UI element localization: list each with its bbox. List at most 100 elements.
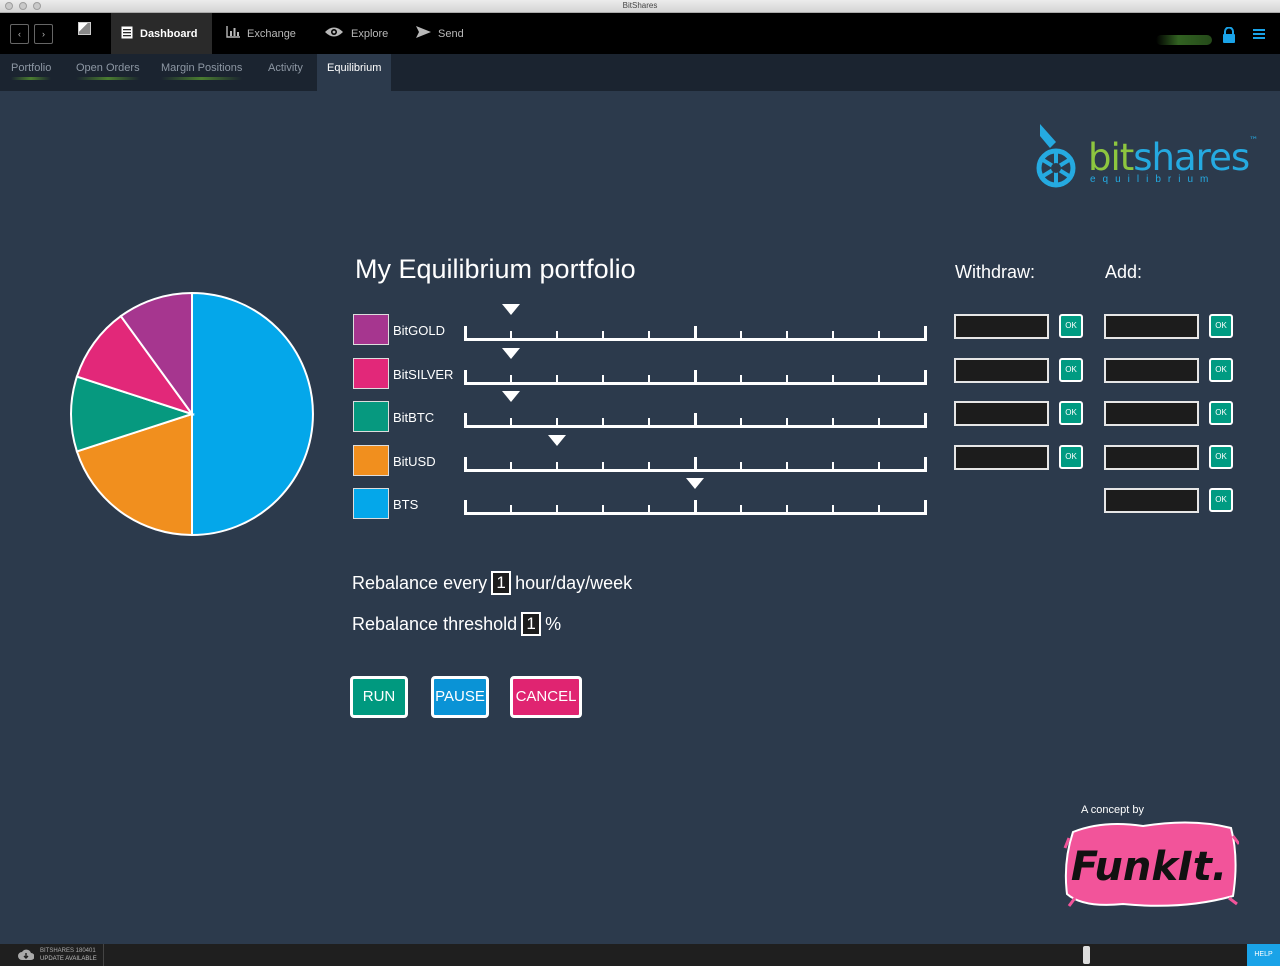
zoom-window-button[interactable] [33,2,41,10]
page-title: My Equilibrium portfolio [355,254,636,284]
allocation-slider[interactable] [464,348,928,385]
pause-button[interactable]: PAUSE [431,676,489,718]
nav-tab-label: Exchange [247,27,296,40]
slider-tick [602,462,604,472]
withdraw-amount-input[interactable] [954,445,1049,470]
pie-slice-bitsilver [75,314,195,416]
slider-tick [832,462,834,472]
slider-tick [602,505,604,515]
svg-text:FunkIt.: FunkIt. [1071,844,1227,890]
lock-icon[interactable] [1222,26,1236,43]
logo-subtitle: equilibrium [1090,174,1216,185]
slider-thumb[interactable] [686,478,704,489]
update-notice[interactable]: BITSHARES 180401 UPDATE AVAILABLE [0,944,104,966]
slider-tick [832,375,834,385]
back-button[interactable]: ‹ [10,24,29,44]
asset-color-swatch [353,358,389,389]
slider-tick [602,418,604,428]
run-button[interactable]: RUN [350,676,408,718]
withdraw-amount-input[interactable] [954,358,1049,383]
activity-indicator [161,77,243,80]
slider-tick [878,462,880,472]
withdraw-amount-input[interactable] [954,314,1049,339]
subtab-equilibrium[interactable]: Equilibrium [317,54,391,91]
hamburger-menu-icon[interactable] [1253,29,1265,39]
rebalance-threshold-label: Rebalance threshold [352,613,518,634]
withdraw-heading: Withdraw: [955,262,1036,282]
asset-name-label: BTS [393,497,419,512]
bitshares-logo-mark [1036,124,1076,188]
cancel-button[interactable]: CANCEL [510,676,582,718]
add-amount-input[interactable] [1104,314,1199,339]
slider-tick [878,418,880,428]
subtab-open-orders[interactable]: Open Orders [66,54,150,91]
asset-color-swatch [353,488,389,519]
add-heading: Add: [1105,262,1143,282]
status-bar-handle[interactable] [1083,946,1090,964]
subtab-portfolio[interactable]: Portfolio [1,54,61,91]
nav-tab-dashboard[interactable]: Dashboard [111,13,212,54]
slider-thumb[interactable] [502,348,520,359]
subtab-label: Equilibrium [327,62,382,74]
nav-tab-exchange[interactable]: Exchange [216,13,306,54]
slider-tick [740,505,742,515]
activity-indicator [11,77,52,80]
rebalance-threshold-input[interactable]: 1 [521,612,542,636]
slider-tick [694,370,697,385]
help-button[interactable]: HELP [1247,944,1280,966]
slider-tick [556,462,558,472]
slider-tick [924,500,927,515]
add-ok-button[interactable]: OK [1209,488,1233,512]
send-icon [416,26,431,41]
withdraw-ok-button[interactable]: OK [1059,401,1083,425]
rebalance-threshold-unit: % [545,613,562,634]
slider-tick [648,331,650,341]
slider-thumb[interactable] [502,304,520,315]
withdraw-amount-input[interactable] [954,401,1049,426]
concept-credit-text: A concept by [1081,804,1144,816]
minimize-window-button[interactable] [19,2,27,10]
allocation-slider[interactable] [464,391,928,428]
withdraw-ok-button[interactable]: OK [1059,314,1083,338]
subtab-activity[interactable]: Activity [258,54,313,91]
withdraw-ok-button[interactable]: OK [1059,358,1083,382]
subtab-margin-positions[interactable]: Margin Positions [151,54,252,91]
pie-slice-bitusd [75,412,193,537]
slider-tick [510,418,512,428]
top-navigation: ‹ › Dashboard Exchange Explore Send [0,13,1280,54]
close-window-button[interactable] [5,2,13,10]
rebalance-interval-input[interactable]: 1 [491,571,512,595]
slider-tick [694,413,697,428]
nav-tab-send[interactable]: Send [406,13,474,54]
allocation-slider[interactable] [464,304,928,341]
slider-tick [510,331,512,341]
add-amount-input[interactable] [1104,401,1199,426]
add-ok-button[interactable]: OK [1209,445,1233,469]
nav-tab-explore[interactable]: Explore [314,13,398,54]
slider-thumb[interactable] [502,391,520,402]
forward-button[interactable]: › [34,24,53,44]
slider-tick [602,375,604,385]
add-amount-input[interactable] [1104,445,1199,470]
slider-tick [878,331,880,341]
asset-name-label: BitGOLD [393,323,446,338]
add-ok-button[interactable]: OK [1209,314,1233,338]
subtab-label: Margin Positions [161,62,243,74]
slider-tick [786,505,788,515]
add-amount-input[interactable] [1104,358,1199,383]
rebalance-threshold-setting: Rebalance threshold 1 % [352,612,561,636]
slider-thumb[interactable] [548,435,566,446]
nav-tab-label: Dashboard [140,27,198,40]
subtab-label: Activity [268,62,303,74]
add-ok-button[interactable]: OK [1209,401,1233,425]
update-available-text: UPDATE AVAILABLE [40,956,97,962]
allocation-slider[interactable] [464,435,928,472]
sub-navigation: Portfolio Open Orders Margin Positions A… [0,54,1280,91]
window-controls[interactable] [5,2,41,10]
add-amount-input[interactable] [1104,488,1199,513]
add-ok-button[interactable]: OK [1209,358,1233,382]
asset-name-label: BitUSD [393,454,436,469]
slider-tick [878,505,880,515]
allocation-slider[interactable] [464,478,928,515]
withdraw-ok-button[interactable]: OK [1059,445,1083,469]
